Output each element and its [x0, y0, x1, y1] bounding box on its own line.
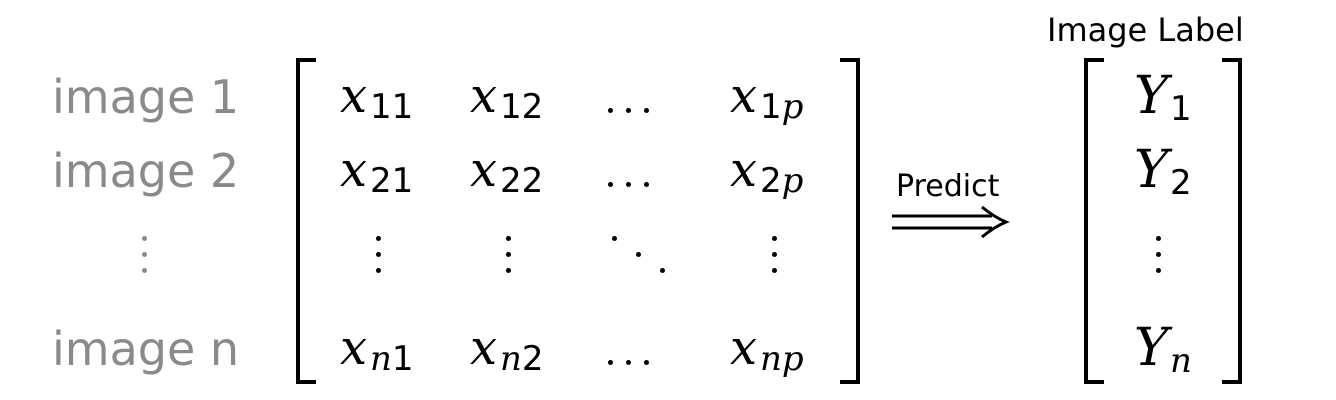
- matrix-right-bracket: [840, 58, 860, 384]
- double-right-arrow-icon: [892, 205, 1010, 239]
- label-y-var: Y: [1134, 66, 1169, 126]
- row-label-image-1: image 1: [52, 70, 240, 124]
- matrix-cell-sub: 2: [521, 339, 544, 379]
- matrix-cell-x21: x 21: [340, 146, 500, 206]
- matrix-cell-sub-italic: p: [781, 87, 804, 127]
- matrix-cell-xn1: x n1: [340, 324, 500, 384]
- matrix-cell-var: x: [340, 68, 368, 124]
- matrix-vdots-col3: [772, 236, 780, 284]
- matrix-cell-sub: 12: [500, 87, 544, 127]
- matrix-cell-sub-italic: np: [760, 339, 804, 379]
- matrix-cell-var: x: [730, 68, 758, 124]
- matrix-cell-x1p: x 1p: [730, 72, 890, 132]
- matrix-cell-var: x: [730, 320, 758, 376]
- matrix-cell-sub-italic: n: [500, 339, 522, 379]
- matrix-cell-sub-italic: p: [781, 161, 804, 201]
- label-y2: Y 2: [1134, 144, 1234, 204]
- matrix-cell-sub: 22: [500, 161, 544, 201]
- matrix-cell-sub: 1: [760, 87, 782, 127]
- predict-label: Predict: [896, 169, 1000, 204]
- matrix-ddots: [612, 236, 672, 276]
- matrix-cell-var: x: [470, 68, 498, 124]
- matrix-vdots-col2: [506, 236, 514, 284]
- image-label-header: Image Label: [1047, 11, 1244, 49]
- matrix-vdots-col1: [376, 236, 384, 284]
- matrix-cell-sub: 21: [370, 161, 414, 201]
- matrix-cell-x2p: x 2p: [730, 146, 890, 206]
- matrix-cell-var: x: [470, 320, 498, 376]
- matrix-cell-sub: 2: [760, 161, 782, 201]
- matrix-cell-var: x: [730, 142, 758, 198]
- label-y1: Y 1: [1134, 70, 1234, 130]
- label-y-var: Y: [1134, 318, 1169, 378]
- label-y-sub-italic: n: [1170, 341, 1192, 381]
- label-vector-right-bracket: [1222, 58, 1242, 384]
- label-y-sub: 1: [1170, 89, 1192, 129]
- label-vdots: [1156, 236, 1164, 284]
- matrix-cell-sub: 11: [370, 87, 414, 127]
- label-vector-left-bracket: [1084, 58, 1104, 384]
- label-y-var: Y: [1134, 140, 1169, 200]
- matrix-cell-xnp: x np: [730, 324, 890, 384]
- matrix-cell-x11: x 11: [340, 72, 500, 132]
- matrix-cell-x22: x 22: [470, 146, 630, 206]
- matrix-hdots-rown: [608, 350, 662, 369]
- matrix-cell-xn2: x n2: [470, 324, 630, 384]
- matrix-cell-sub-italic: n: [370, 339, 392, 379]
- row-label-image-2: image 2: [52, 144, 240, 198]
- matrix-cell-sub: 1: [391, 339, 414, 379]
- matrix-cell-var: x: [340, 142, 368, 198]
- label-yn: Y n: [1134, 322, 1234, 382]
- matrix-cell-x12: x 12: [470, 72, 630, 132]
- matrix-left-bracket: [296, 58, 316, 384]
- label-y-sub: 2: [1170, 163, 1192, 203]
- matrix-hdots-row2: [608, 172, 662, 191]
- matrix-cell-var: x: [470, 142, 498, 198]
- matrix-hdots-row1: [608, 98, 662, 117]
- row-label-vdots: [142, 236, 150, 284]
- matrix-cell-var: x: [340, 320, 368, 376]
- row-label-image-n: image n: [52, 322, 240, 376]
